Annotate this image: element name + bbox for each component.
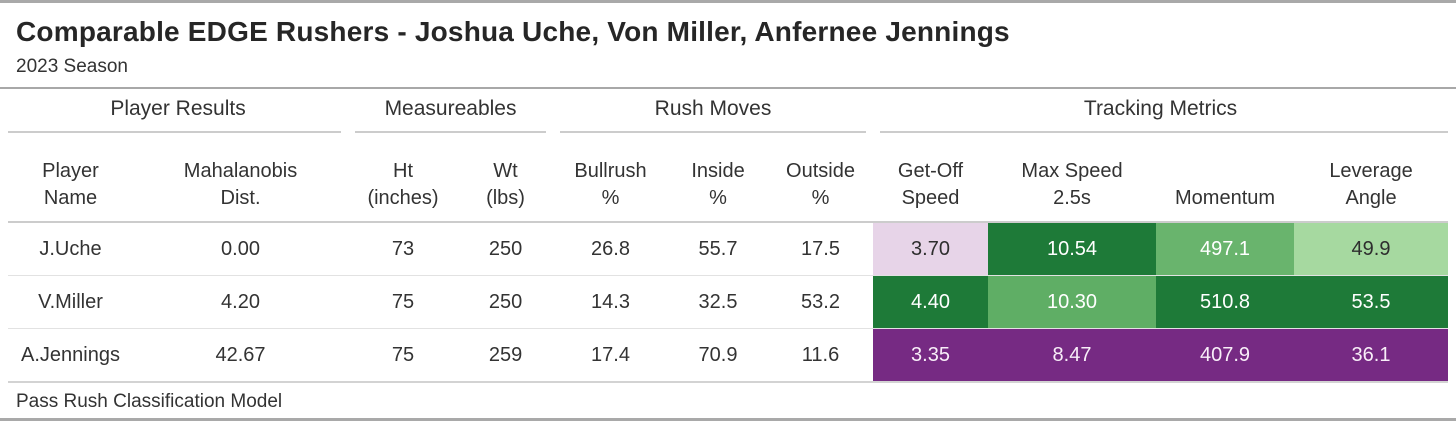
cell-max-speed: 8.47 (988, 328, 1157, 383)
cell-get-off-speed: 4.40 (873, 275, 989, 329)
cell-max-speed: 10.54 (988, 222, 1157, 276)
spanner-label: Rush Moves (654, 97, 772, 120)
cell-get-off-speed: 3.35 (873, 328, 989, 383)
spanner-label: Measureables (384, 97, 517, 120)
cell-max-speed: 10.30 (988, 275, 1157, 329)
col-header-max-speed: Max Speed 2.5s (988, 133, 1157, 223)
table-subtitle: 2023 Season (16, 56, 128, 77)
cell-ht: 75 (348, 328, 459, 383)
cell-player-name: J.Uche (8, 222, 133, 276)
cell-outside: 17.5 (768, 222, 874, 276)
cell-bullrush: 26.8 (553, 222, 669, 276)
cell-leverage-angle: 53.5 (1294, 275, 1449, 329)
cell-bullrush: 17.4 (553, 328, 669, 383)
col-header-inside-pct: Inside % (668, 133, 769, 223)
cell-bullrush: 14.3 (553, 275, 669, 329)
cell-ht: 75 (348, 275, 459, 329)
col-header-ht: Ht (inches) (348, 133, 459, 223)
cell-ht: 73 (348, 222, 459, 276)
source-note: Pass Rush Classification Model (16, 391, 283, 412)
cell-outside: 53.2 (768, 275, 874, 329)
cell-leverage-angle: 36.1 (1294, 328, 1449, 383)
col-header-get-off-speed: Get-Off Speed (873, 133, 989, 223)
cell-player-name: V.Miller (8, 275, 133, 329)
column-header-row: Player Name Mahalanobis Dist. Ht (inches… (8, 133, 1449, 223)
spanner-label: Player Results (110, 97, 246, 120)
col-header-outside-pct: Outside % (768, 133, 874, 223)
col-header-momentum: Momentum (1156, 133, 1295, 223)
spanner-row: Player Results Measureables Rush Moves T… (8, 89, 1449, 133)
cell-inside: 55.7 (668, 222, 769, 276)
cell-wt: 250 (458, 222, 554, 276)
cell-mahalanobis: 4.20 (133, 275, 349, 329)
col-header-bullrush-pct: Bullrush % (553, 133, 669, 223)
spanner-player-results: Player Results (8, 89, 348, 133)
spanner-rush-moves: Rush Moves (553, 89, 873, 133)
cell-get-off-speed: 3.70 (873, 222, 989, 276)
cell-momentum: 407.9 (1156, 328, 1295, 383)
cell-player-name: A.Jennings (8, 328, 133, 383)
spanner-tracking-metrics: Tracking Metrics (873, 89, 1449, 133)
cell-outside: 11.6 (768, 328, 874, 383)
table-row: J.Uche 0.00 73 250 26.8 55.7 17.5 3.70 1… (8, 222, 1449, 276)
table-container: Player Results Measureables Rush Moves T… (0, 89, 1456, 383)
table-row: A.Jennings 42.67 75 259 17.4 70.9 11.6 3… (8, 328, 1449, 383)
cell-inside: 70.9 (668, 328, 769, 383)
cell-leverage-angle: 49.9 (1294, 222, 1449, 276)
spanner-label: Tracking Metrics (1083, 97, 1238, 120)
cell-inside: 32.5 (668, 275, 769, 329)
comparison-table: Player Results Measureables Rush Moves T… (8, 89, 1449, 383)
table-title: Comparable EDGE Rushers - Joshua Uche, V… (16, 16, 1010, 47)
spanner-measureables: Measureables (348, 89, 553, 133)
table-heading: Comparable EDGE Rushers - Joshua Uche, V… (0, 3, 1456, 89)
table-row: V.Miller 4.20 75 250 14.3 32.5 53.2 4.40… (8, 275, 1449, 329)
col-header-player-name: Player Name (8, 133, 133, 223)
col-header-wt: Wt (lbs) (458, 133, 554, 223)
col-header-mahalanobis-dist: Mahalanobis Dist. (133, 133, 349, 223)
cell-mahalanobis: 0.00 (133, 222, 349, 276)
cell-momentum: 497.1 (1156, 222, 1295, 276)
cell-momentum: 510.8 (1156, 275, 1295, 329)
cell-wt: 259 (458, 328, 554, 383)
col-header-leverage-angle: Leverage Angle (1294, 133, 1449, 223)
cell-wt: 250 (458, 275, 554, 329)
cell-mahalanobis: 42.67 (133, 328, 349, 383)
